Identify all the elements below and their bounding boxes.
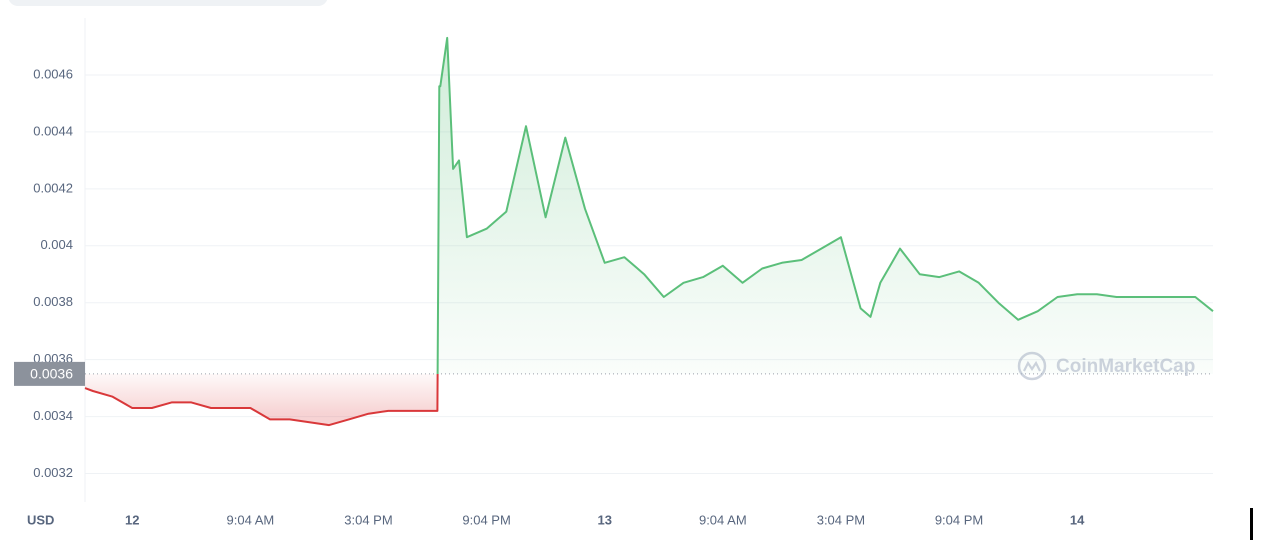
watermark-group: CoinMarketCap — [1017, 351, 1195, 381]
y-tick-label: 0.0032 — [33, 465, 73, 480]
toolbar-pill — [8, 0, 328, 6]
y-tick-label: 0.0038 — [33, 294, 73, 309]
y-tick-label: 0.0034 — [33, 408, 73, 423]
y-tick-label: 0.0046 — [33, 66, 73, 81]
x-tick-label: 14 — [1070, 512, 1085, 527]
area — [85, 37, 1213, 426]
y-tick-label: 0.0042 — [33, 180, 73, 195]
cursor-bar — [1250, 508, 1253, 540]
x-tick-label: 9:04 AM — [227, 512, 275, 527]
x-tick-label: 13 — [597, 512, 611, 527]
watermark-logo-mark — [1023, 360, 1041, 372]
grid: 0.0032 0.0034 0.0036 0.0038 0.004 0.0042 0.004… — [33, 18, 1213, 527]
y-tick-label: 0.0044 — [33, 123, 73, 138]
x-tick-label: 9:04 PM — [462, 512, 510, 527]
watermark-logo — [1017, 351, 1047, 381]
x-tick-label: 9:04 PM — [935, 512, 983, 527]
price-line — [84, 36, 1214, 427]
y-tick-label: 0.004 — [40, 237, 73, 252]
x-tick-label: 9:04 AM — [699, 512, 747, 527]
x-tick-label: 3:04 PM — [344, 512, 392, 527]
x-tick-label: 12 — [125, 512, 139, 527]
marks: 0.0036 — [14, 36, 1214, 427]
watermark: CoinMarketCap — [1056, 356, 1195, 377]
x-tick-label: 3:04 PM — [817, 512, 865, 527]
reference-label-box — [14, 361, 85, 386]
x-axis-label: USD — [27, 512, 54, 527]
reference-label: 0.0036 — [30, 366, 73, 382]
